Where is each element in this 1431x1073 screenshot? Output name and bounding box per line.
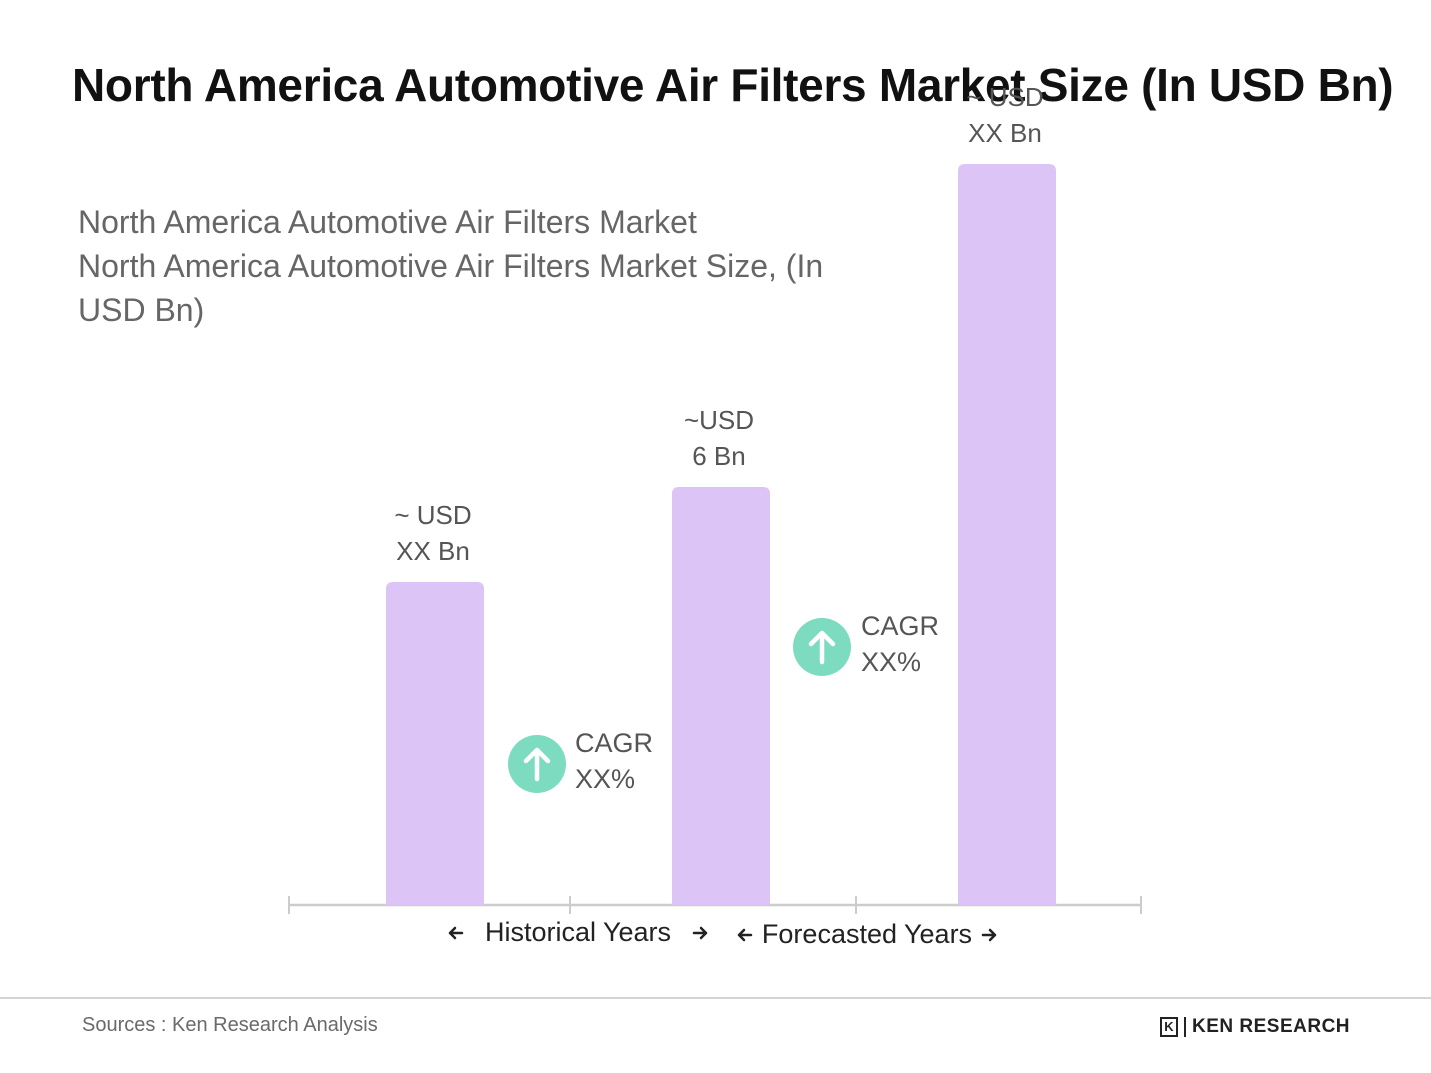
cagr-value: XX% [575,764,635,794]
arrow-left-icon [448,926,464,940]
bar-value-label: 6 Bn [692,441,746,471]
ken-research-logo: K KEN RESEARCH [1160,1016,1350,1038]
arrow-up-icon [808,630,836,665]
bar-value-label: ~ USD [966,82,1043,112]
bar [958,164,1056,905]
bar [672,487,770,905]
subtitle-line: North America Automotive Air Filters Mar… [78,248,824,284]
chart-subtitle: North America Automotive Air Filters Mar… [78,200,898,332]
subtitle-line: North America Automotive Air Filters Mar… [78,204,697,240]
cagr-label: CAGR [575,728,653,758]
bar-value-label: ~USD [684,405,754,435]
chart-title: North America Automotive Air Filters Mar… [72,59,1394,111]
bar-value-label: ~ USD [394,500,471,530]
bar [386,582,484,905]
footer-divider [0,997,1431,999]
logo-text: KEN RESEARCH [1192,1016,1351,1037]
period-label: Historical Years [485,917,671,947]
logo-separator [1184,1017,1186,1037]
bar-chart: ~ USD XX Bn ~USD 6 Bn ~ USD XX Bn CAGR XX% CAGR X… [288,82,1142,949]
arrow-left-icon [737,928,753,942]
arrow-right-icon [692,926,708,940]
logo-mark-icon: K [1160,1017,1178,1037]
arrow-right-icon [981,928,997,942]
cagr-value: XX% [861,647,921,677]
subtitle-line: USD Bn) [78,292,205,328]
cagr-label: CAGR [861,611,939,641]
source-note: Sources : Ken Research Analysis [82,1014,378,1036]
bar-value-label: XX Bn [968,118,1042,148]
arrow-up-icon [523,747,551,782]
period-label: Forecasted Years [762,919,972,949]
bar-value-label: XX Bn [396,536,470,566]
